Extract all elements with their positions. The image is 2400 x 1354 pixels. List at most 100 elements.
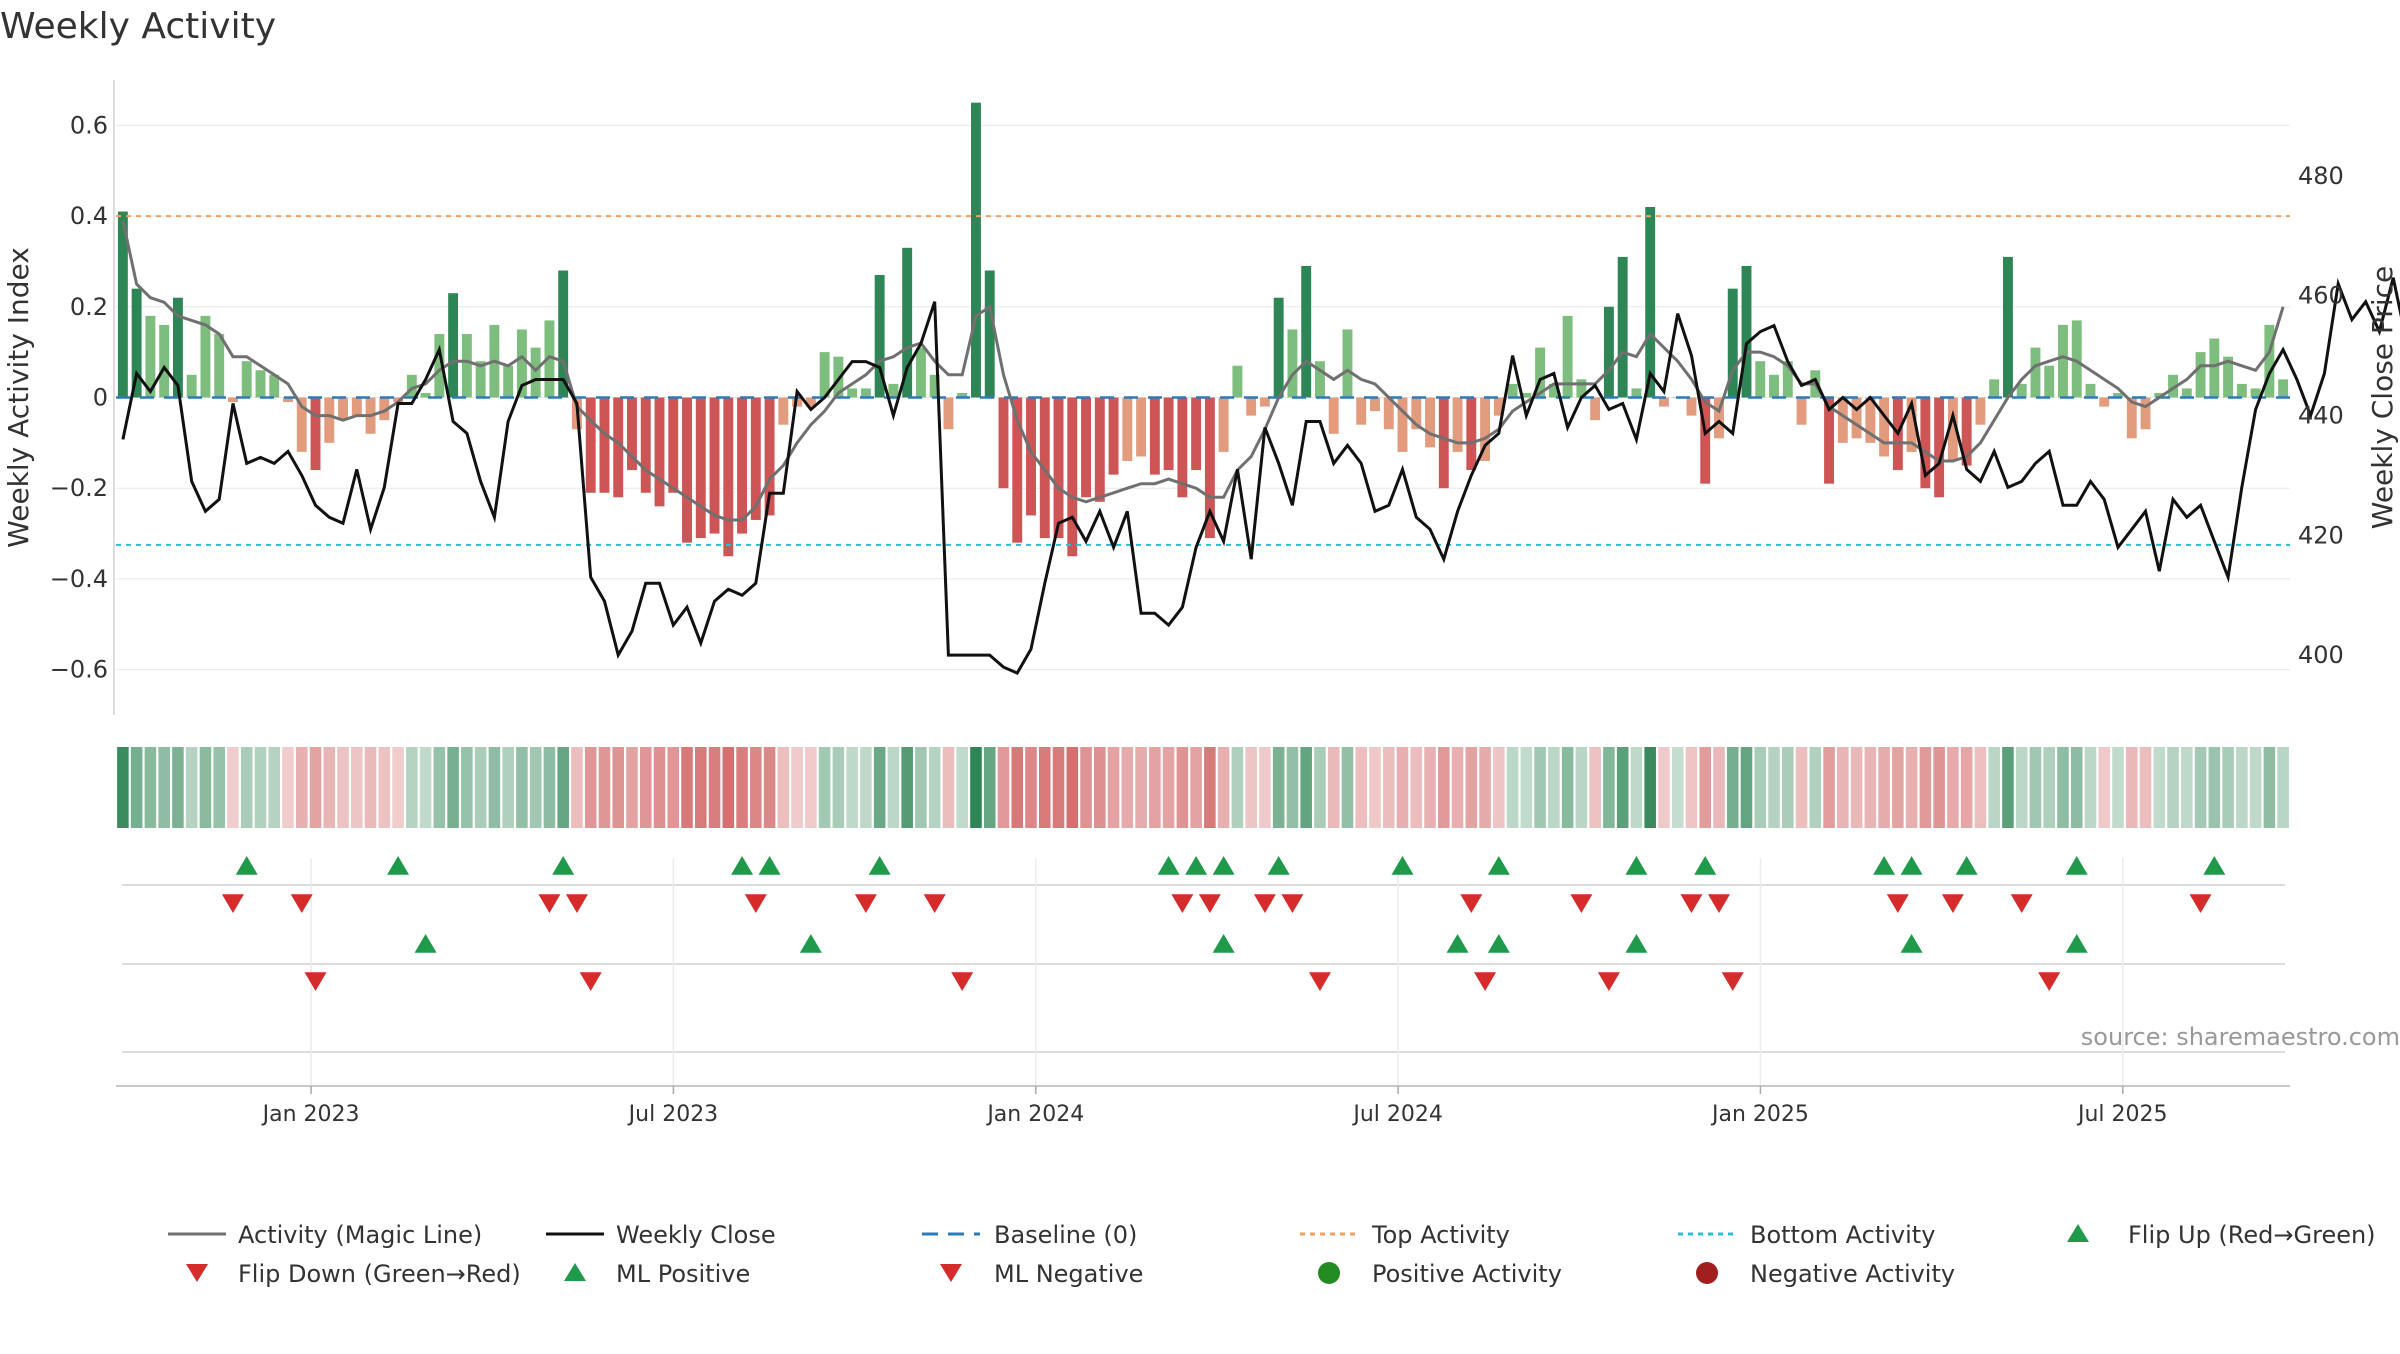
flip-down-marker <box>1198 894 1221 913</box>
heat-cell <box>213 747 225 828</box>
flip-down-marker <box>2189 894 2212 913</box>
heat-cell <box>1892 747 1904 828</box>
heat-cell <box>1960 747 1973 828</box>
heat-cell <box>1878 747 1890 828</box>
activity-bar <box>929 374 940 398</box>
heat-cell <box>832 747 845 828</box>
y2-tick-label: 460 <box>2298 282 2344 310</box>
legend-label-baseline: Baseline (0) <box>994 1221 1137 1249</box>
y-tick-label: 0 <box>93 384 108 412</box>
flip-down-marker <box>1680 894 1703 913</box>
heat-cell <box>915 747 927 828</box>
activity-bar <box>957 392 968 398</box>
heat-cell <box>860 747 872 828</box>
legend-label-positive-activity: Positive Activity <box>1372 1260 1562 1288</box>
activity-bar <box>2168 374 2178 398</box>
heat-cell <box>1603 747 1615 828</box>
heat-cell <box>1933 747 1945 828</box>
activity-bar <box>1700 397 1711 484</box>
activity-bar <box>503 365 514 398</box>
heat-cell <box>1038 747 1051 828</box>
heat-cell <box>2153 747 2166 828</box>
heat-cell <box>763 747 776 828</box>
activity-bar <box>668 397 679 493</box>
heat-cell <box>791 747 803 828</box>
activity-bar <box>1026 397 1036 516</box>
activity-bar <box>1975 397 1986 425</box>
heat-cell <box>2070 747 2083 828</box>
heat-cell <box>1850 747 1863 828</box>
activity-bar <box>516 329 527 398</box>
heat-cell <box>639 747 652 828</box>
activity-bar <box>1741 265 1752 398</box>
ml-negative-marker <box>1308 972 1331 991</box>
heat-cell <box>667 747 680 828</box>
activity-bar <box>1301 265 1312 398</box>
heat-cell <box>997 747 1010 828</box>
heat-cell <box>956 747 968 828</box>
activity-bar <box>695 397 706 539</box>
y2-tick-label: 420 <box>2298 521 2344 549</box>
heat-cell <box>1424 747 1436 828</box>
activity-bar <box>544 320 555 398</box>
heat-cell <box>543 747 556 828</box>
activity-bar <box>1906 397 1917 452</box>
activity-bar <box>2264 324 2275 398</box>
heat-cell <box>1630 747 1643 828</box>
heat-cell <box>1025 747 1037 828</box>
heat-cell <box>172 747 184 828</box>
flip-up-marker <box>1212 856 1235 875</box>
heat-cell <box>1080 747 1092 828</box>
heat-cell <box>516 747 528 828</box>
heat-cell <box>1506 747 1519 828</box>
ml-positive-marker <box>1487 934 1510 953</box>
activity-bar <box>351 397 362 416</box>
legend-label-negative-activity: Negative Activity <box>1750 1260 1955 1288</box>
heat-cell <box>1286 747 1299 828</box>
heat-cell <box>708 747 721 828</box>
activity-bar <box>296 397 307 452</box>
heat-cell <box>1094 747 1106 828</box>
activity-bar <box>1727 288 1738 398</box>
date-tick-label: Jan 2025 <box>1710 1102 1809 1127</box>
activity-bar <box>1920 397 1931 489</box>
heat-cell <box>942 747 955 828</box>
flip-down-marker <box>2010 894 2033 913</box>
activity-bar <box>434 334 445 398</box>
activity-bar <box>214 334 225 398</box>
activity-bar <box>2016 383 2027 398</box>
activity-bar <box>324 397 335 443</box>
y-tick-label: 0.6 <box>70 111 108 139</box>
source-text: source: sharemaestro.com <box>2081 1023 2400 1051</box>
weekly-close-line <box>121 277 2400 676</box>
activity-bar <box>2030 347 2041 398</box>
heat-cell <box>419 747 432 828</box>
activity-bar <box>613 397 624 498</box>
heat-cell <box>1190 747 1202 828</box>
flip-down-marker <box>1460 894 1483 913</box>
activity-bar <box>750 397 761 520</box>
ml-negative-marker <box>579 972 602 991</box>
heat-cell <box>901 747 913 828</box>
activity-bar <box>145 315 156 398</box>
y2-axis-label: Weekly Close Price <box>2366 266 2399 529</box>
activity-bar <box>1053 397 1064 539</box>
date-tick-label: Jul 2024 <box>1351 1102 1443 1127</box>
heat-cell <box>1369 747 1381 828</box>
heat-cell <box>873 747 886 828</box>
heat-cell <box>2167 747 2179 828</box>
heat-cell <box>1382 747 1395 828</box>
heat-cell <box>750 747 762 828</box>
heat-cell <box>2277 747 2289 828</box>
activity-bar <box>1191 397 1202 471</box>
activity-bar <box>420 392 431 398</box>
flip-up-marker <box>552 856 575 875</box>
heat-cell <box>529 747 542 828</box>
flip-down-marker <box>1281 894 1304 913</box>
activity-bar <box>1425 397 1435 448</box>
activity-bar <box>888 383 899 398</box>
activity-bar <box>819 352 830 398</box>
heat-cell <box>653 747 666 828</box>
activity-bar <box>902 247 913 398</box>
ml-positive-marker <box>2065 934 2088 953</box>
